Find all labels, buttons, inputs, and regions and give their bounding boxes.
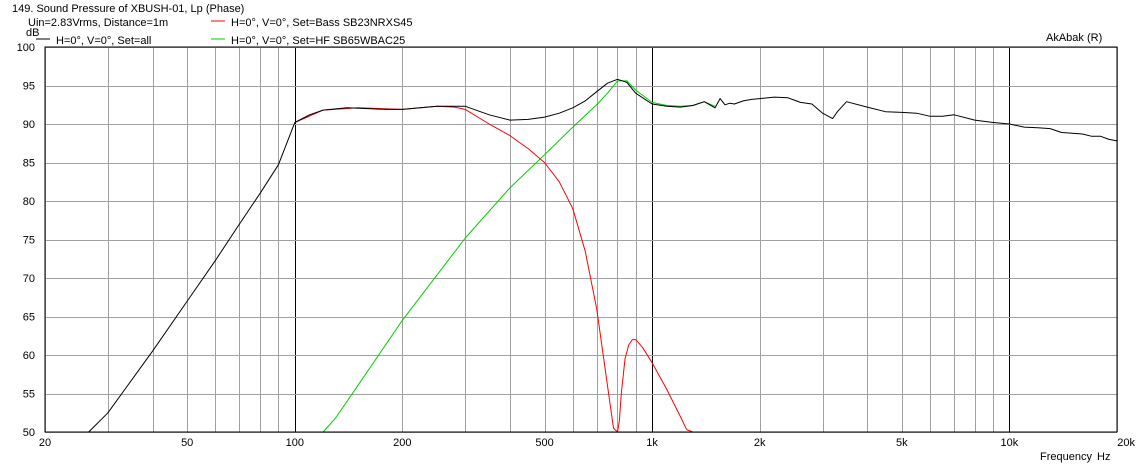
chart-subtitle: Uin=2.83Vrms, Distance=1m xyxy=(28,17,168,29)
y-tick-label: 60 xyxy=(23,350,35,362)
x-tick-label: 2k xyxy=(754,437,766,449)
plot-frame xyxy=(44,46,1118,433)
y-tick-label: 85 xyxy=(23,158,35,170)
x-tick-label: 20 xyxy=(39,437,51,449)
x-axis-ticks: 20 50 100 200 500 1k 2k 5k 10k 20k xyxy=(39,437,1136,449)
series-line-hf xyxy=(88,80,716,433)
legend-label-bass: H=0°, V=0°, Set=Bass SB23NRXS45 xyxy=(231,17,413,29)
x-tick-label: 200 xyxy=(393,437,411,449)
x-axis-unit: Hz xyxy=(1097,451,1110,463)
legend: H=0°, V=0°, Set=all H=0°, V=0°, Set=Bass… xyxy=(36,17,413,47)
x-tick-label: 50 xyxy=(181,437,193,449)
x-tick-label: 500 xyxy=(535,437,553,449)
legend-label-hf: H=0°, V=0°, Set=HF SB65WBAC25 xyxy=(231,35,405,47)
watermark: AkAbak (R) xyxy=(1046,32,1102,44)
x-tick-label: 10k xyxy=(1001,437,1019,449)
y-tick-label: 65 xyxy=(23,312,35,324)
x-tick-label: 20k xyxy=(1117,437,1135,449)
y-tick-label: 80 xyxy=(23,196,35,208)
x-tick-label: 5k xyxy=(896,437,908,449)
series-group xyxy=(45,78,1118,433)
grid xyxy=(45,47,1118,433)
y-tick-label: 100 xyxy=(17,42,35,54)
legend-item-bass: H=0°, V=0°, Set=Bass SB23NRXS45 xyxy=(211,17,413,29)
y-tick-label: 55 xyxy=(23,389,35,401)
y-axis-label: dB xyxy=(26,27,39,39)
y-tick-label: 95 xyxy=(23,81,35,93)
y-tick-label: 75 xyxy=(23,235,35,247)
series-line-bass xyxy=(294,105,1117,433)
y-tick-label: 70 xyxy=(23,273,35,285)
x-axis-label: Frequency xyxy=(1040,451,1092,463)
x-tick-label: 100 xyxy=(286,437,304,449)
x-tick-label: 1k xyxy=(646,437,658,449)
legend-item-hf: H=0°, V=0°, Set=HF SB65WBAC25 xyxy=(211,35,405,47)
y-axis-ticks: 100 95 90 85 80 75 70 65 60 55 50 xyxy=(17,42,35,439)
legend-label-set-all: H=0°, V=0°, Set=all xyxy=(56,35,151,47)
y-tick-label: 90 xyxy=(23,119,35,131)
y-tick-label: 50 xyxy=(23,427,35,439)
legend-item-set-all: H=0°, V=0°, Set=all xyxy=(36,35,151,47)
chart-title: 149. Sound Pressure of XBUSH-01, Lp (Pha… xyxy=(12,3,244,15)
series-line-set-all xyxy=(45,78,1118,433)
